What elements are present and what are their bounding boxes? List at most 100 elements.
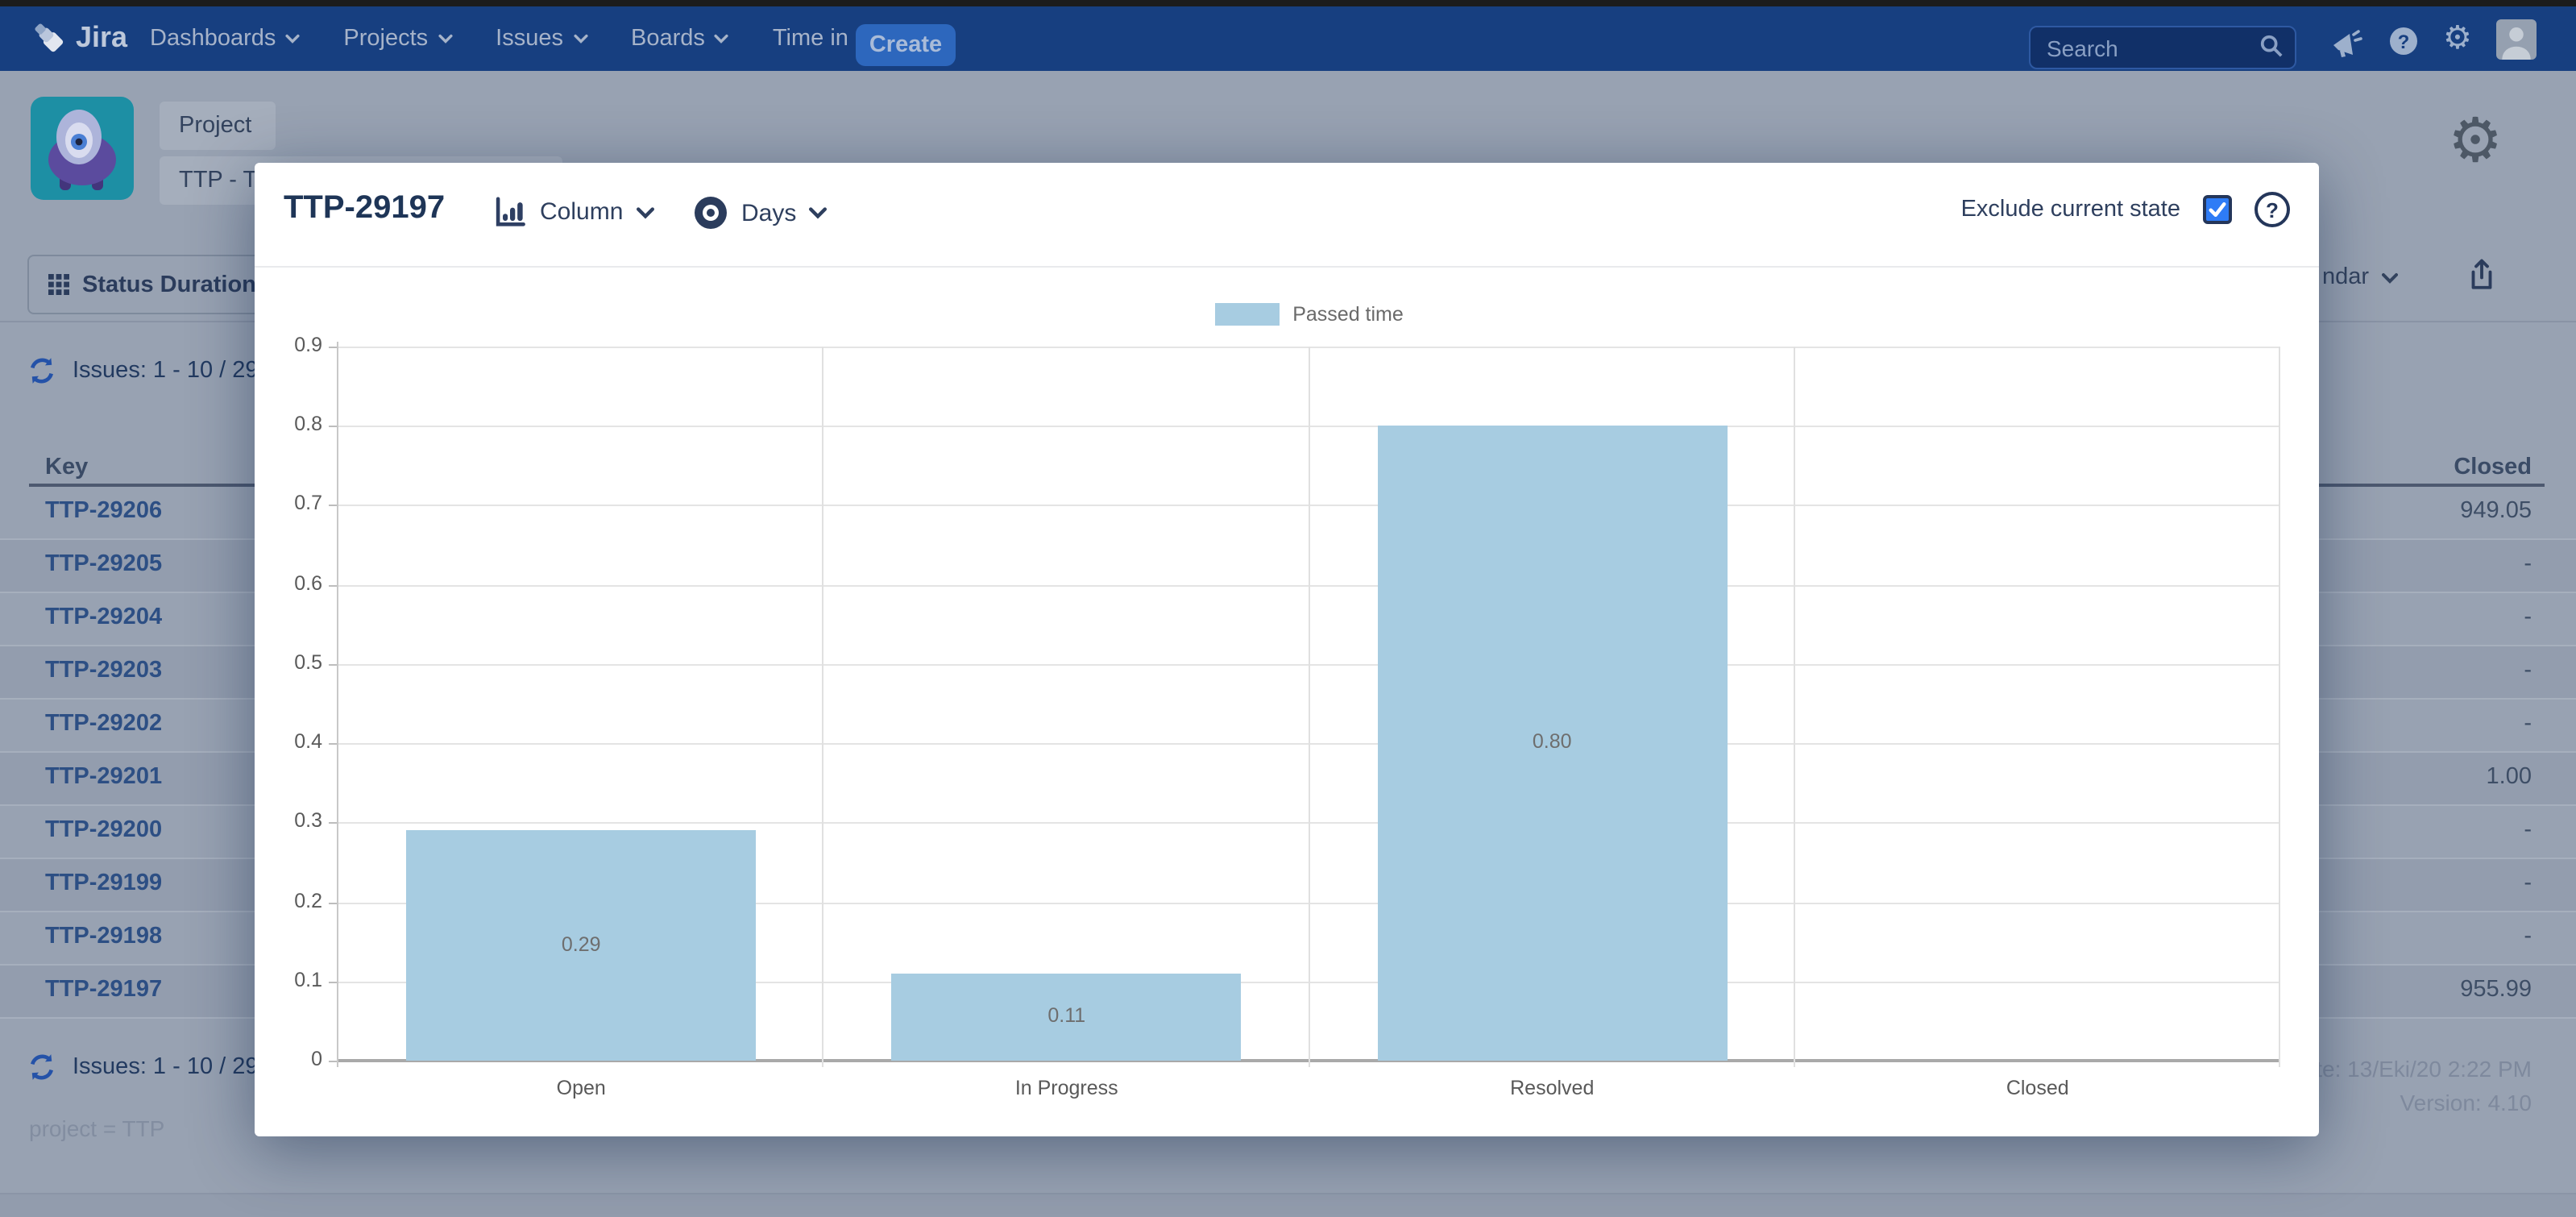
issue-key-link[interactable]: TTP-29198 <box>45 924 163 949</box>
exclude-current-state-label: Exclude current state <box>1960 197 2180 222</box>
legend-label: Passed time <box>1292 303 1404 326</box>
chevron-down-icon <box>809 207 828 219</box>
version-text: Version: 4.10 <box>2400 1090 2532 1115</box>
issue-key-link[interactable]: TTP-29199 <box>45 870 163 896</box>
project-avatar[interactable] <box>31 97 134 200</box>
closed-value-cell: - <box>2524 924 2532 949</box>
nav-menu-item-issues[interactable]: Issues <box>496 26 587 52</box>
project-menu-label: Project <box>179 113 252 139</box>
y-axis-tick <box>329 743 337 746</box>
export-share-icon[interactable] <box>2467 258 2496 292</box>
chart-gridline <box>338 663 2280 666</box>
closed-value-cell: - <box>2524 817 2532 843</box>
table-header-key[interactable]: Key <box>45 455 89 480</box>
y-axis-tick <box>329 902 337 904</box>
report-settings-gear-icon[interactable]: ⚙ <box>2448 108 2503 176</box>
chart-gridline <box>338 902 2280 904</box>
issue-key-link[interactable]: TTP-29201 <box>45 764 163 790</box>
chart-vertical-gridline <box>2279 347 2280 1067</box>
y-axis-label: 0.6 <box>294 571 322 595</box>
chart-type-label: Column <box>540 198 624 226</box>
bar-value-label: 0.29 <box>561 932 601 956</box>
x-axis-label: Resolved <box>1510 1077 1595 1099</box>
settings-gear-icon[interactable]: ⚙ <box>2443 21 2472 56</box>
issue-key-link[interactable]: TTP-29200 <box>45 817 163 843</box>
eye-icon <box>695 197 727 229</box>
issue-key-link[interactable]: TTP-29205 <box>45 551 163 577</box>
closed-value-cell: - <box>2524 604 2532 630</box>
issues-summary-bottom: Issues: 1 - 10 / 292 <box>27 1053 272 1082</box>
y-axis-label: 0.8 <box>294 413 322 436</box>
issues-summary-text: Issues: 1 - 10 / 292 <box>73 1054 272 1080</box>
chart-gridline <box>338 822 2280 824</box>
y-axis-tick <box>329 1061 337 1062</box>
closed-value-cell: 1.00 <box>2486 764 2532 790</box>
y-axis-tick <box>329 822 337 824</box>
refresh-icon[interactable] <box>27 356 56 385</box>
unit-dropdown[interactable]: Days <box>693 195 828 231</box>
y-axis-tick <box>329 663 337 666</box>
issue-key-link[interactable]: TTP-29202 <box>45 711 163 737</box>
y-axis-label: 0.3 <box>294 809 322 833</box>
help-icon[interactable]: ? <box>2390 27 2417 55</box>
issue-key-link[interactable]: TTP-29197 <box>45 977 163 1003</box>
nav-menu-item-boards[interactable]: Boards <box>631 26 729 52</box>
top-strip <box>0 0 2576 6</box>
closed-value-cell: - <box>2524 711 2532 737</box>
jira-navbar: Jira Dashboards Projects Issues Boards Time … <box>0 6 2576 71</box>
status-duration-label: Status Duration <box>82 272 256 297</box>
feedback-megaphone-icon[interactable] <box>2330 29 2362 58</box>
chart-type-dropdown[interactable]: Column <box>493 195 654 229</box>
issue-key-link[interactable]: TTP-29204 <box>45 604 163 630</box>
chevron-down-icon <box>285 34 300 44</box>
issue-key-link[interactable]: TTP-29203 <box>45 658 163 683</box>
jira-logo-icon[interactable] <box>32 21 68 56</box>
nav-menu-item-dashboards[interactable]: Dashboards <box>150 26 300 52</box>
nav-menu-item-projects[interactable]: Projects <box>343 26 452 52</box>
bottom-strip <box>0 1194 2576 1217</box>
modal-right-controls: Exclude current state ? <box>1961 192 2290 227</box>
modal-title: TTP-29197 <box>284 190 446 226</box>
exclude-current-state-checkbox[interactable] <box>2203 195 2232 224</box>
chart-vertical-gridline <box>1308 347 1309 1067</box>
y-axis-label: 0.1 <box>294 968 322 991</box>
column-chart-icon <box>496 197 525 226</box>
y-axis-tick <box>329 584 337 587</box>
x-axis-label: Closed <box>2006 1077 2069 1099</box>
y-axis-line <box>337 342 338 1067</box>
search-input[interactable] <box>2043 29 2251 68</box>
bar-value-label: 0.80 <box>1532 730 1572 754</box>
chart-gridline <box>338 426 2280 428</box>
chart-gridline <box>338 584 2280 587</box>
unit-label: Days <box>741 199 797 226</box>
chart-vertical-gridline <box>822 347 824 1067</box>
closed-value-cell: 949.05 <box>2460 498 2532 524</box>
closed-value-cell: - <box>2524 551 2532 577</box>
table-header-closed[interactable]: Closed <box>2454 455 2532 480</box>
refresh-icon[interactable] <box>27 1053 56 1082</box>
chevron-down-icon <box>2382 272 2399 283</box>
y-axis-label: 0.5 <box>294 650 322 674</box>
bar-value-label: 0.11 <box>1047 1003 1086 1027</box>
y-axis-tick <box>329 347 337 348</box>
status-duration-chart-modal: TTP-29197 Column Days Exclude current st… <box>255 163 2319 1136</box>
issues-summary-top: Issues: 1 - 10 / 292 <box>27 356 272 385</box>
chart-gridline <box>338 505 2280 507</box>
bottom-divider <box>0 1193 2576 1194</box>
y-axis-label: 0.7 <box>294 492 322 515</box>
modal-header-divider <box>255 266 2319 268</box>
closed-value-cell: 955.99 <box>2460 977 2532 1003</box>
calendar-dropdown[interactable]: ndar <box>2322 264 2399 290</box>
jira-brand[interactable]: Jira <box>76 21 128 53</box>
issue-key-link[interactable]: TTP-29206 <box>45 498 163 524</box>
user-avatar[interactable] <box>2496 19 2537 60</box>
filter-query-text: project = TTP <box>29 1115 165 1141</box>
search-box <box>2029 26 2296 69</box>
chart-legend[interactable]: Passed time <box>338 303 2280 326</box>
y-axis-tick <box>329 426 337 428</box>
y-axis-label: 0.2 <box>294 889 322 912</box>
project-menu-button[interactable]: Project <box>160 102 276 150</box>
search-icon[interactable] <box>2259 34 2284 58</box>
modal-help-icon[interactable]: ? <box>2255 192 2290 227</box>
create-button[interactable]: Create <box>856 24 956 66</box>
